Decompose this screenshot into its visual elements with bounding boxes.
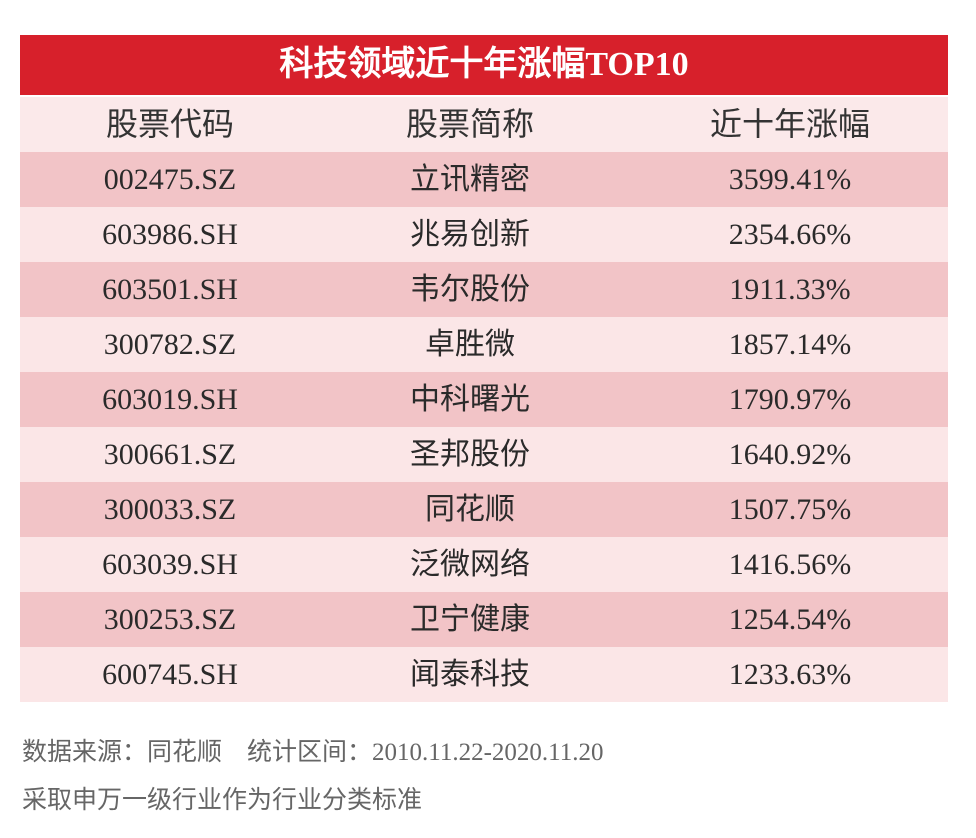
table-cell: 中科曙光 bbox=[410, 383, 530, 416]
table-cell: 600745.SH bbox=[102, 658, 238, 691]
table-cell: 泛微网络 bbox=[410, 548, 530, 581]
source-note: 数据来源：同花顺 统计区间：2010.11.22-2020.11.20 bbox=[22, 739, 604, 766]
column-header: 近十年涨幅 bbox=[709, 106, 870, 142]
table-row: 600745.SH 闻泰科技 1233.63% bbox=[20, 647, 948, 702]
table-cell: 300033.SZ bbox=[103, 493, 237, 526]
table-cell: 300782.SZ bbox=[103, 328, 237, 361]
table-cell: 2354.66% bbox=[728, 218, 852, 251]
column-header: 股票简称 bbox=[405, 106, 534, 142]
table-cell: 卫宁健康 bbox=[410, 603, 530, 636]
table-row: 603039.SH 泛微网络 1416.56% bbox=[20, 537, 948, 592]
table-cell: 300661.SZ bbox=[103, 438, 237, 471]
table: 股票代码 股票简称 近十年涨幅 002475.SZ 立讯精密 3599.41% 603… bbox=[20, 97, 948, 702]
table-row: 300253.SZ 卫宁健康 1254.54% bbox=[20, 592, 948, 647]
table-row: 603019.SH 中科曙光 1790.97% bbox=[20, 372, 948, 427]
table-row: 300782.SZ 卓胜微 1857.14% bbox=[20, 317, 948, 372]
table-cell: 603019.SH bbox=[102, 383, 238, 416]
header-row: 股票代码 股票简称 近十年涨幅 bbox=[20, 97, 948, 152]
footnote: 采取申万一级行业作为行业分类标准 bbox=[22, 787, 423, 814]
table-cell: 圣邦股份 bbox=[410, 438, 530, 471]
table-row: 300033.SZ 同花顺 1507.75% bbox=[20, 482, 948, 537]
table-cell: 1233.63% bbox=[728, 658, 852, 691]
table-row: 002475.SZ 立讯精密 3599.41% bbox=[20, 152, 948, 207]
table-cell: 1911.33% bbox=[729, 273, 851, 306]
table-cell: 1790.97% bbox=[728, 383, 852, 416]
table-row: 300661.SZ 圣邦股份 1640.92% bbox=[20, 427, 948, 482]
table-cell: 603501.SH bbox=[102, 273, 238, 306]
table-cell: 1507.75% bbox=[728, 493, 852, 526]
table-cell: 韦尔股份 bbox=[410, 273, 530, 306]
table-cell: 1416.56% bbox=[728, 548, 852, 581]
table-row: 603501.SH 韦尔股份 1911.33% bbox=[20, 262, 948, 317]
table-cell: 603039.SH bbox=[102, 548, 238, 581]
table-cell: 同花顺 bbox=[425, 493, 515, 526]
table-cell: 闻泰科技 bbox=[410, 658, 530, 691]
table-cell: 1254.54% bbox=[728, 603, 852, 636]
table-cell: 兆易创新 bbox=[410, 218, 530, 251]
table-cell: 603986.SH bbox=[102, 218, 238, 251]
table-cell: 卓胜微 bbox=[425, 328, 515, 361]
table-cell: 立讯精密 bbox=[410, 163, 530, 196]
table-title: 科技领域近十年涨幅TOP10 bbox=[20, 35, 948, 95]
table-cell: 002475.SZ bbox=[103, 163, 237, 196]
table-cell: 1640.92% bbox=[728, 438, 852, 471]
table-row: 603986.SH 兆易创新 2354.66% bbox=[20, 207, 948, 262]
table-cell: 3599.41% bbox=[728, 163, 852, 196]
column-header: 股票代码 bbox=[105, 106, 234, 142]
table-cell: 300253.SZ bbox=[103, 603, 237, 636]
table-cell: 1857.14% bbox=[728, 328, 852, 361]
